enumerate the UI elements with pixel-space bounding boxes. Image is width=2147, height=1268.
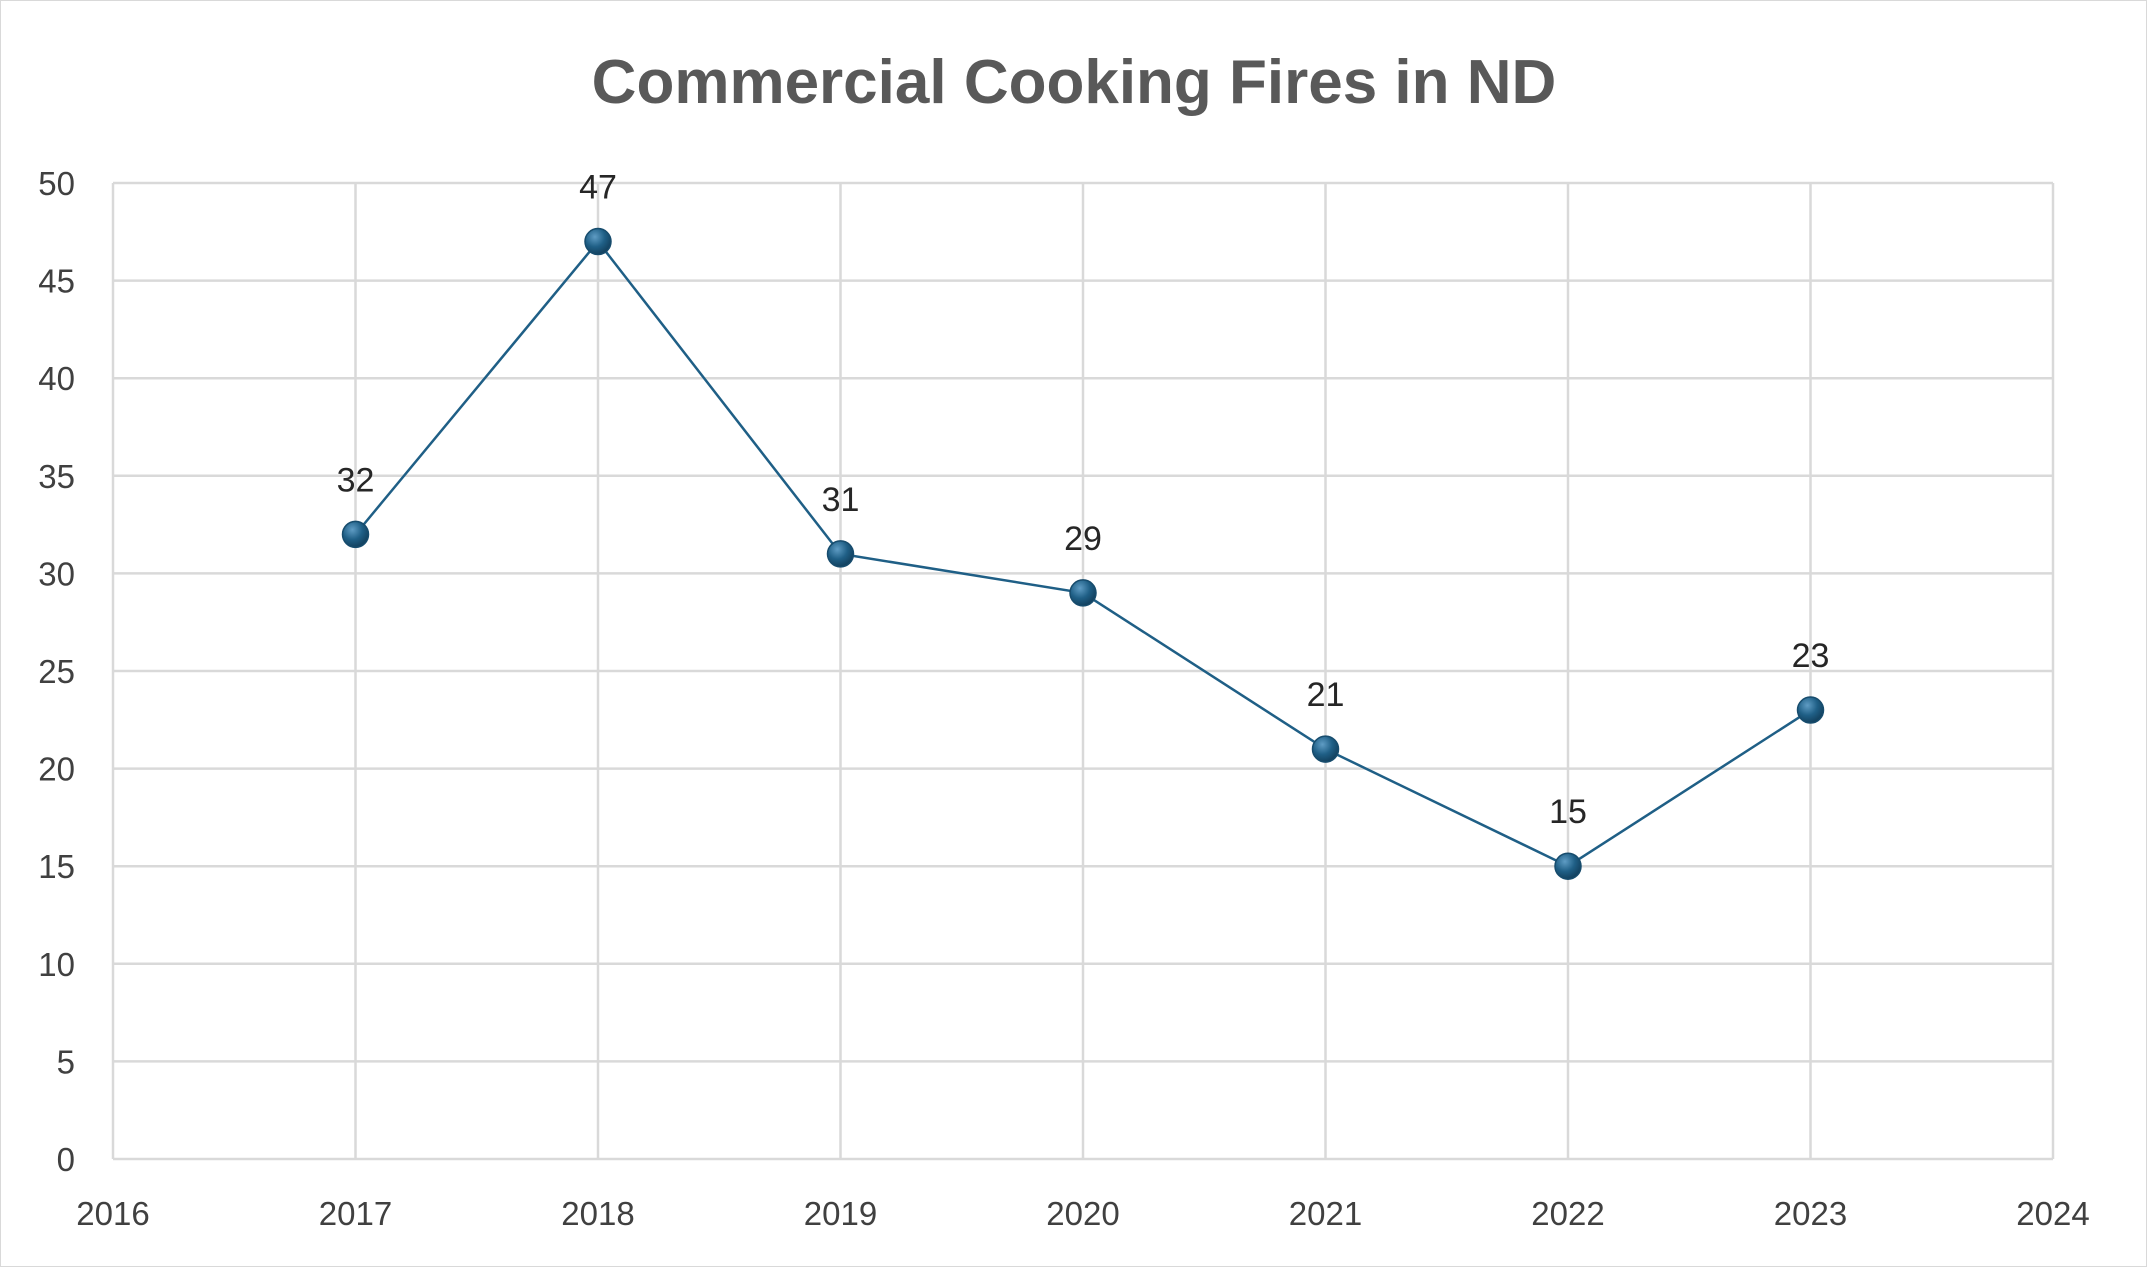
y-tick-label-45: 45 [38, 263, 75, 300]
data-point-2019 [826, 540, 855, 568]
x-tick-label-2024: 2024 [2016, 1195, 2089, 1232]
axis-tick-labels: 0 5 10 15 20 25 30 35 40 45 50 2016 2017 2018 2019 2020… [38, 165, 2089, 1232]
y-tick-label-5: 5 [57, 1043, 75, 1080]
x-tick-label-2019: 2019 [804, 1195, 877, 1232]
x-tick-label-2023: 2023 [1774, 1195, 1847, 1232]
x-tick-label-2016: 2016 [76, 1195, 149, 1232]
y-tick-label-10: 10 [38, 946, 75, 983]
y-tick-label-35: 35 [38, 458, 75, 495]
x-tick-label-2020: 2020 [1046, 1195, 1119, 1232]
data-point-2018 [584, 227, 612, 256]
x-tick-label-2022: 2022 [1531, 1195, 1604, 1232]
data-label-2020: 29 [1064, 520, 1102, 558]
data-label-2018: 47 [579, 169, 617, 207]
data-label-2022: 15 [1549, 793, 1587, 831]
data-labels: 32 47 31 29 21 15 23 [337, 169, 1830, 832]
gridlines [111, 181, 2055, 1161]
y-tick-label-50: 50 [38, 165, 75, 202]
data-point-2023 [1796, 696, 1825, 724]
data-point-2017 [341, 520, 370, 549]
data-point-2022 [1554, 852, 1582, 880]
data-point-2020 [1069, 579, 1097, 607]
x-tick-label-2018: 2018 [561, 1195, 634, 1232]
y-tick-label-15: 15 [38, 848, 75, 885]
chart-title: Commercial Cooking Fires in ND [592, 48, 1557, 117]
data-label-2019: 31 [822, 481, 860, 519]
y-tick-label-40: 40 [38, 360, 75, 397]
y-tick-label-0: 0 [57, 1141, 75, 1178]
data-label-2023: 23 [1792, 637, 1830, 675]
data-label-2017: 32 [337, 461, 375, 499]
y-tick-label-25: 25 [38, 653, 75, 690]
data-label-2021: 21 [1307, 676, 1345, 714]
x-tick-label-2021: 2021 [1289, 1195, 1362, 1232]
data-point-2021 [1311, 735, 1340, 763]
y-tick-label-20: 20 [38, 751, 75, 788]
x-tick-label-2017: 2017 [319, 1195, 392, 1232]
y-tick-label-30: 30 [38, 555, 75, 592]
series-line [341, 227, 1825, 880]
